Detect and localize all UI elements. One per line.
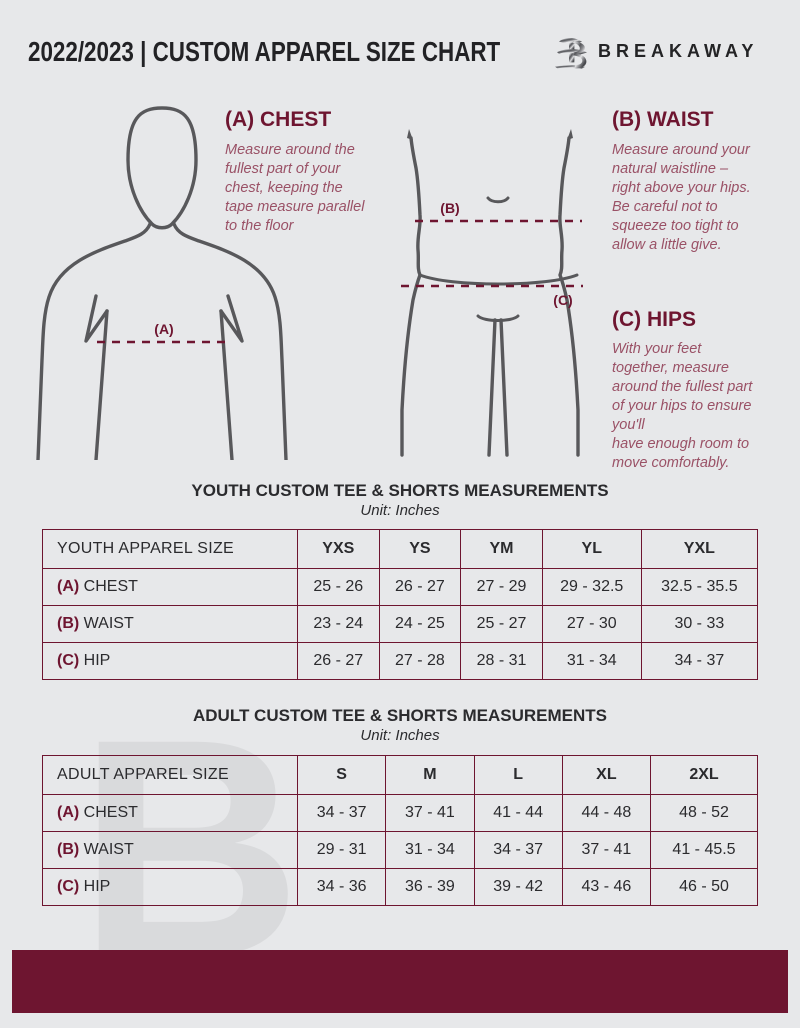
svg-text:(B): (B) xyxy=(440,200,459,216)
svg-text:(A): (A) xyxy=(154,321,173,337)
svg-text:(C): (C) xyxy=(553,292,572,308)
